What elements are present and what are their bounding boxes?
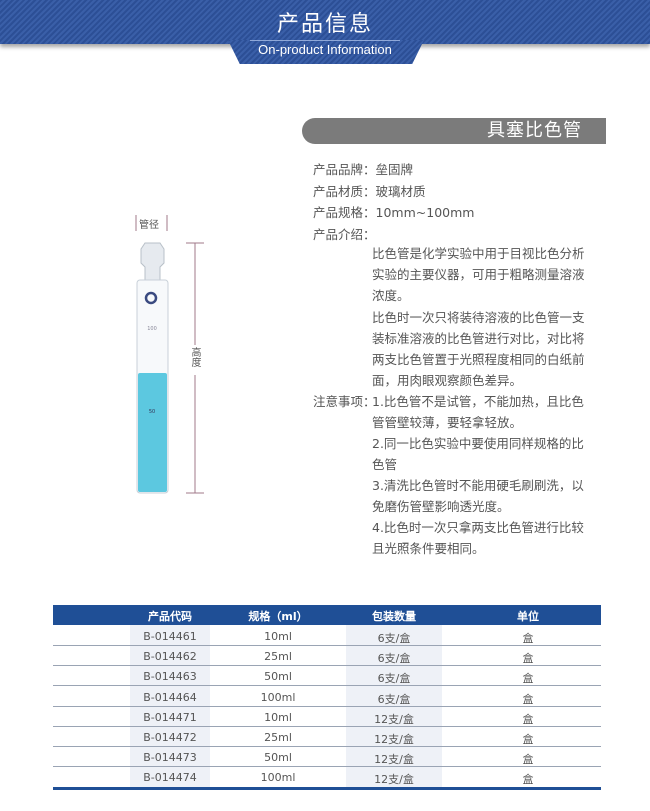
table-row: B-014462 25ml 6支/盒 盒 [53, 646, 601, 667]
table-cell: B-014464 [143, 690, 197, 704]
field-label: 产品品牌： [313, 162, 376, 177]
column-header: 规格（ml） [248, 610, 308, 623]
field-value: 10mm~100mm [375, 205, 475, 220]
intro-line: 比色时一次只将装待溶液的比色管一支 [372, 309, 585, 325]
table-row: B-014463 50ml 6支/盒 盒 [53, 666, 601, 687]
table-cell: 12支/盒 [374, 773, 414, 787]
note-line: 色管 [372, 457, 398, 472]
note-line: 1.比色管不是试管，不能加热，且比色 [372, 394, 584, 409]
field-row: 产品规格：10mm~100mm [313, 202, 474, 221]
field-row: 产品材质：玻璃材质 [313, 181, 426, 200]
notes-label: 注意事项： [313, 394, 376, 409]
product-name: 具塞比色管 [302, 118, 606, 144]
table-cell: 6支/盒 [377, 672, 411, 686]
note-line: 4.比色时一次只拿两支比色管进行比较 [372, 520, 584, 535]
table-cell: 盒 [522, 773, 534, 787]
table-row: B-014464 100ml 6支/盒 盒 [53, 687, 601, 707]
table-cell: 盒 [522, 733, 534, 746]
table-cell: 100ml [260, 771, 296, 785]
table-cell: B-014461 [143, 630, 197, 643]
height-label: 高度 [189, 347, 200, 367]
table-cell: 盒 [522, 712, 534, 726]
stopper [140, 242, 165, 281]
table-cell: 盒 [522, 753, 534, 767]
field-row: 产品介绍： [313, 224, 376, 243]
column-header: 单位 [517, 610, 539, 623]
table-cell: B-014474 [143, 771, 197, 785]
tube-diagram: 100 50 管径 高度 [100, 205, 220, 505]
brand-logo-icon [144, 291, 158, 305]
diameter-label: 管径 [139, 220, 159, 231]
table-cell: 6支/盒 [377, 692, 411, 706]
intro-line: 实验的主要仪器，可用于粗略测量溶液 [372, 267, 585, 283]
table-cell: B-014462 [143, 650, 197, 664]
table-row: B-014472 25ml 12支/盒 盒 [53, 727, 601, 747]
banner-title: 产品信息 [276, 12, 373, 37]
field-label: 产品介绍： [313, 226, 376, 242]
table-cell: B-014472 [143, 731, 197, 744]
table-cell: 10ml [264, 630, 292, 643]
field-label: 产品规格： [313, 205, 376, 220]
table-cell: 25ml [264, 731, 292, 744]
table-cell: B-014463 [143, 670, 197, 684]
banner-band [0, 0, 650, 44]
table-cell: 10ml [264, 710, 292, 724]
product-table: 产品代码 规格（ml） 包装数量 单位 B-014461 10ml 6支/盒盒 B-0144… [53, 605, 601, 790]
diameter-marker [135, 215, 168, 231]
table-cell: 100ml [260, 690, 296, 704]
intro-line: 比色管是化学实验中用于目视比色分析 [372, 246, 585, 261]
banner-tab [228, 40, 424, 64]
note-line: 且光照条件要相同。 [372, 541, 485, 556]
banner-divider [250, 40, 400, 41]
table-cell: 50ml [264, 751, 292, 765]
table-cell: 盒 [522, 672, 534, 686]
table-cell: 12支/盒 [374, 733, 414, 746]
column-header: 包装数量 [372, 610, 416, 623]
field-row: 产品品牌：垒固牌 [313, 159, 413, 178]
table-cell: 盒 [522, 652, 534, 666]
table-row: B-014471 10ml 12支/盒 盒 [53, 707, 601, 727]
table-cell: 6支/盒 [377, 652, 411, 666]
note-line: 免磨伤管壁影响透光度。 [372, 499, 510, 514]
column-header: 产品代码 [148, 610, 192, 623]
table-cell: 6支/盒 [377, 632, 411, 645]
table-cell: B-014473 [143, 751, 197, 765]
table-cell: 25ml [264, 650, 292, 664]
note-line: 管管壁较薄，要轻拿轻放。 [372, 415, 523, 430]
table-cell: B-014471 [143, 710, 197, 724]
table-cell: 盒 [522, 692, 534, 706]
table-header: 产品代码 规格（ml） 包装数量 单位 [53, 605, 601, 625]
field-value: 玻璃材质 [375, 183, 426, 199]
note-line: 2.同一比色实验中要使用同样规格的比 [372, 436, 584, 451]
table-row: B-014473 50ml 12支/盒 盒 [53, 747, 601, 768]
mark-50: 50 [149, 409, 155, 415]
table-cell: 12支/盒 [374, 753, 414, 767]
intro-line: 两支比色管置于光照程度相同的白纸前 [372, 352, 585, 367]
table-row: B-014461 10ml 6支/盒 盒 [53, 626, 601, 646]
banner-subtitle: On-product Information [258, 42, 392, 57]
table-cell: 50ml [264, 670, 292, 684]
field-label: 产品材质： [313, 183, 376, 199]
mark-100: 100 [147, 326, 157, 332]
note-line: 3.清洗比色管时不能用硬毛刷刷洗，以 [372, 478, 584, 493]
section-banner: 产品信息 On-product Information [0, 0, 650, 72]
table-cell: 12支/盒 [374, 712, 414, 726]
table-cell: 盒 [522, 632, 534, 645]
intro-line: 装标准溶液的比色管进行对比，对比将 [372, 330, 585, 346]
tube-liquid [138, 373, 167, 492]
intro-line: 面，用肉眼观察颜色差异。 [372, 373, 523, 389]
intro-line: 浓度。 [372, 288, 410, 304]
field-value: 垒固牌 [375, 162, 414, 177]
table-row: B-014474 100ml 12支/盒 盒 [53, 767, 601, 787]
